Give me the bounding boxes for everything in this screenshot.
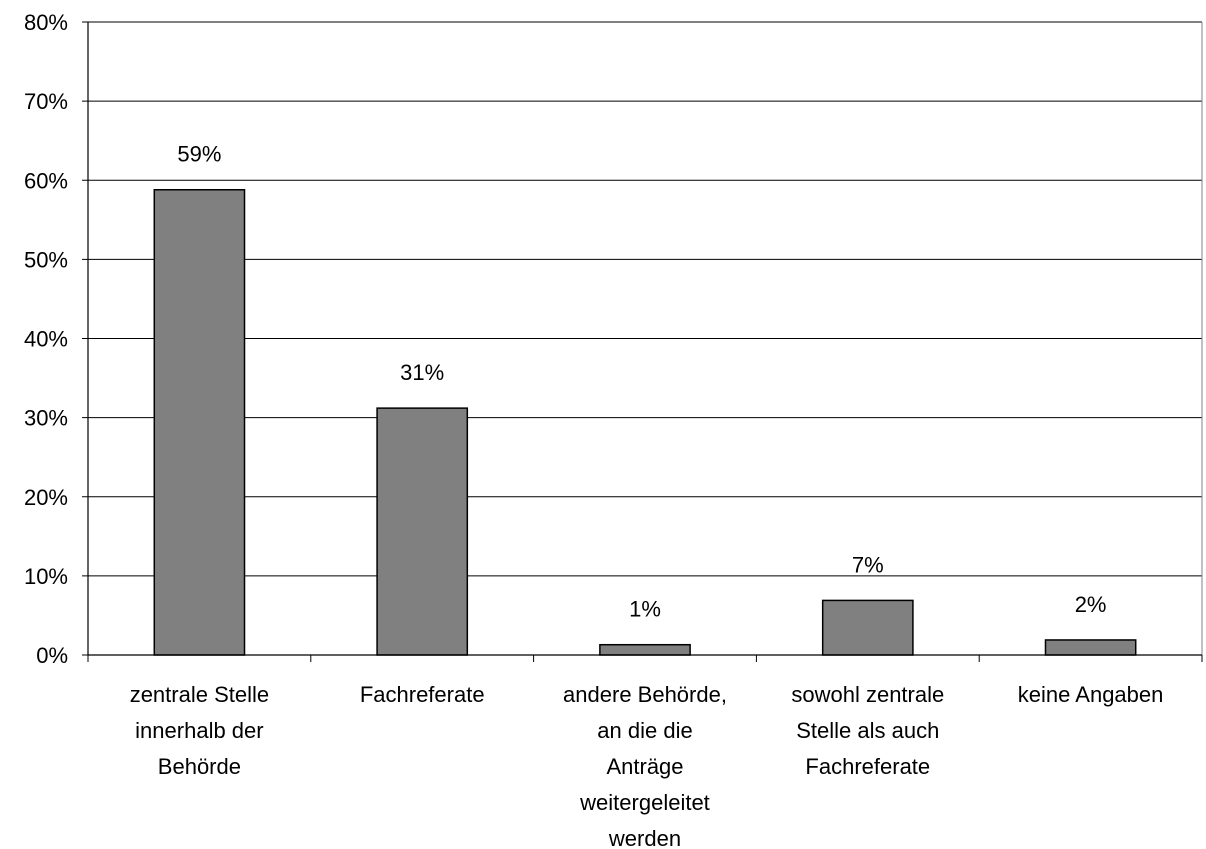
category-label: Behörde	[158, 754, 241, 779]
category-label: werden	[608, 826, 681, 849]
y-tick-label: 30%	[24, 406, 68, 431]
bar	[1044, 639, 1137, 656]
category-label: Stelle als auch	[796, 718, 939, 743]
y-tick-label: 10%	[24, 564, 68, 589]
category-labels: zentrale Stelle innerhalb der Behörde Fachr…	[130, 682, 1164, 849]
category-label: andere Behörde,	[563, 682, 727, 707]
data-label: 2%	[1075, 592, 1107, 617]
category-label: innerhalb der	[135, 718, 263, 743]
y-tick-labels: 0% 10% 20% 30% 40% 50% 60% 70% 80%	[24, 10, 68, 668]
category-label: zentrale Stelle	[130, 682, 269, 707]
axes	[82, 21, 1203, 662]
data-label: 31%	[400, 360, 444, 385]
category-label: weitergeleitet	[579, 790, 710, 815]
category-label: keine Angaben	[1018, 682, 1164, 707]
y-tick-label: 50%	[24, 247, 68, 272]
bars	[153, 188, 1137, 656]
bar	[153, 188, 246, 656]
data-labels: 59% 31% 1% 7% 2%	[177, 142, 1106, 622]
category-label: Fachreferate	[360, 682, 485, 707]
y-tick-label: 40%	[24, 327, 68, 352]
y-tick-label: 70%	[24, 89, 68, 114]
bar	[376, 407, 469, 656]
category-label: Anträge	[606, 754, 683, 779]
bar	[821, 599, 914, 656]
y-tick-label: 60%	[24, 168, 68, 193]
category-label: an die die	[597, 718, 692, 743]
gridlines	[88, 21, 1202, 577]
category-label: Fachreferate	[805, 754, 930, 779]
y-tick-label: 20%	[24, 485, 68, 510]
bar	[599, 643, 691, 656]
y-tick-label: 80%	[24, 10, 68, 35]
data-label: 7%	[852, 552, 884, 577]
data-label: 1%	[629, 597, 661, 622]
data-label: 59%	[177, 142, 221, 167]
category-label: sowohl zentrale	[791, 682, 944, 707]
y-tick-label: 0%	[36, 643, 68, 668]
